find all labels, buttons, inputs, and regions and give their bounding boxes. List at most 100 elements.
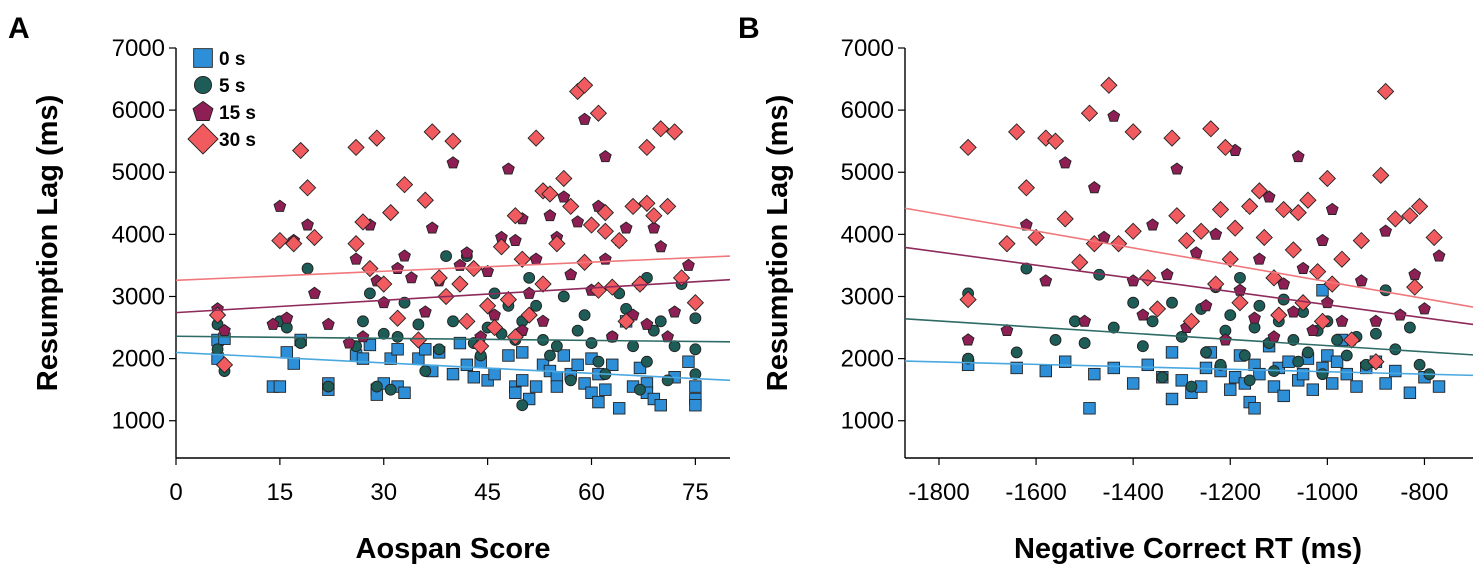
point-0s: [363, 338, 377, 352]
point-0s: [592, 395, 605, 409]
point-0s: [1253, 367, 1266, 381]
point-30s: [444, 132, 462, 150]
point-15s: [598, 150, 612, 163]
point-15s: [342, 336, 356, 349]
trend-line-15s: [175, 278, 731, 314]
point-30s: [548, 235, 566, 253]
point-5s: [301, 262, 314, 275]
point-15s: [1408, 268, 1422, 281]
point-5s: [1224, 309, 1237, 322]
point-0s: [689, 398, 702, 412]
panel-b-x-axis-title: Negative Correct RT (ms): [1014, 533, 1362, 565]
point-5s: [377, 327, 390, 340]
point-15s: [1325, 202, 1339, 215]
point-30s: [1100, 76, 1118, 94]
point-30s: [998, 235, 1016, 253]
point-30s: [1241, 197, 1259, 216]
point-5s: [689, 343, 702, 356]
panel-a-x-axis-title: Aospan Score: [356, 533, 551, 565]
point-30s: [959, 290, 977, 309]
point-0s: [689, 380, 702, 393]
legend-label-15s: 15 s: [219, 103, 256, 124]
point-0s: [1107, 361, 1120, 375]
point-5s: [1238, 349, 1251, 362]
point-0s: [612, 402, 626, 415]
panel-a-y-tick-label: 5000: [112, 159, 165, 186]
point-0s: [647, 392, 661, 406]
point-0s: [1316, 284, 1329, 297]
panel-a-trend-lines: [175, 255, 731, 382]
point-0s: [682, 355, 695, 368]
panel-b-scatter-plot: B 1000 2000 3000 4000 5000 6000 7000 -1800 -1600…: [738, 12, 1474, 565]
point-5s: [384, 383, 397, 396]
point-5s: [1069, 315, 1081, 328]
point-0s: [502, 349, 515, 362]
point-0s: [356, 352, 370, 365]
trend-line-30s: [175, 255, 731, 282]
point-30s: [1124, 222, 1142, 240]
point-30s: [520, 306, 538, 324]
panel-b-x-tick-label: -800: [1400, 479, 1448, 506]
point-0s: [1321, 349, 1334, 362]
point-30s: [292, 141, 310, 160]
point-30s: [638, 194, 656, 212]
point-0s: [1248, 402, 1261, 415]
panel-b-y-axis-title: Resumption Lag (ms): [762, 95, 794, 391]
point-0s: [1058, 355, 1072, 368]
point-15s: [1418, 302, 1431, 315]
point-15s: [501, 162, 515, 175]
point-30s: [652, 120, 670, 138]
point-15s: [1306, 323, 1320, 337]
point-30s: [458, 312, 476, 330]
point-30s: [271, 231, 289, 250]
panel-a-y-tick-label: 7000: [112, 35, 165, 62]
point-5s: [322, 380, 335, 393]
panel-label-a: A: [8, 12, 30, 45]
point-0s: [550, 380, 564, 393]
point-5s: [634, 383, 646, 396]
point-0s: [1277, 389, 1290, 403]
point-5s: [523, 271, 536, 284]
point-5s: [1243, 374, 1256, 387]
point-30s: [562, 197, 580, 216]
point-30s: [1182, 312, 1201, 330]
point-5s: [1127, 296, 1140, 309]
point-15s: [218, 323, 231, 337]
point-5s: [592, 355, 605, 368]
point-5s: [564, 374, 577, 387]
point-15s: [280, 311, 294, 324]
point-30s: [582, 216, 601, 234]
point-30s: [506, 328, 524, 346]
point-5s: [1292, 355, 1305, 368]
legend-square-icon: [193, 48, 213, 68]
point-30s: [499, 290, 518, 309]
point-15s: [377, 295, 391, 309]
point-30s: [1284, 241, 1303, 259]
legend-label-0s: 0 s: [219, 49, 245, 70]
point-5s: [530, 299, 543, 312]
point-15s: [1316, 233, 1329, 247]
point-30s: [361, 259, 379, 278]
point-5s: [1340, 349, 1353, 362]
point-5s: [1234, 271, 1246, 284]
point-30s: [575, 76, 594, 94]
point-15s: [321, 317, 335, 330]
point-30s: [610, 231, 628, 250]
point-15s: [564, 268, 578, 281]
point-0s: [1330, 355, 1344, 368]
panel-b-y-tick-label: 4000: [841, 221, 894, 248]
trend-line-30s: [904, 207, 1474, 308]
point-15s: [1058, 156, 1072, 169]
point-30s: [409, 331, 428, 349]
point-30s: [1313, 312, 1332, 330]
point-0s: [384, 352, 397, 365]
point-15s: [1160, 268, 1174, 281]
point-30s: [1017, 179, 1036, 197]
panel-b-y-tick-label: 1000: [841, 408, 894, 435]
point-30s: [1008, 123, 1026, 141]
panel-b-y-tick-label: 2000: [841, 346, 894, 373]
panel-a-scatter-plot: A 1000 2000 3000 4000 5000 6000 7000 0 15 30 45 60 7…: [8, 12, 731, 565]
point-30s: [1401, 207, 1419, 225]
point-30s: [1367, 353, 1385, 371]
point-30s: [1216, 138, 1235, 157]
